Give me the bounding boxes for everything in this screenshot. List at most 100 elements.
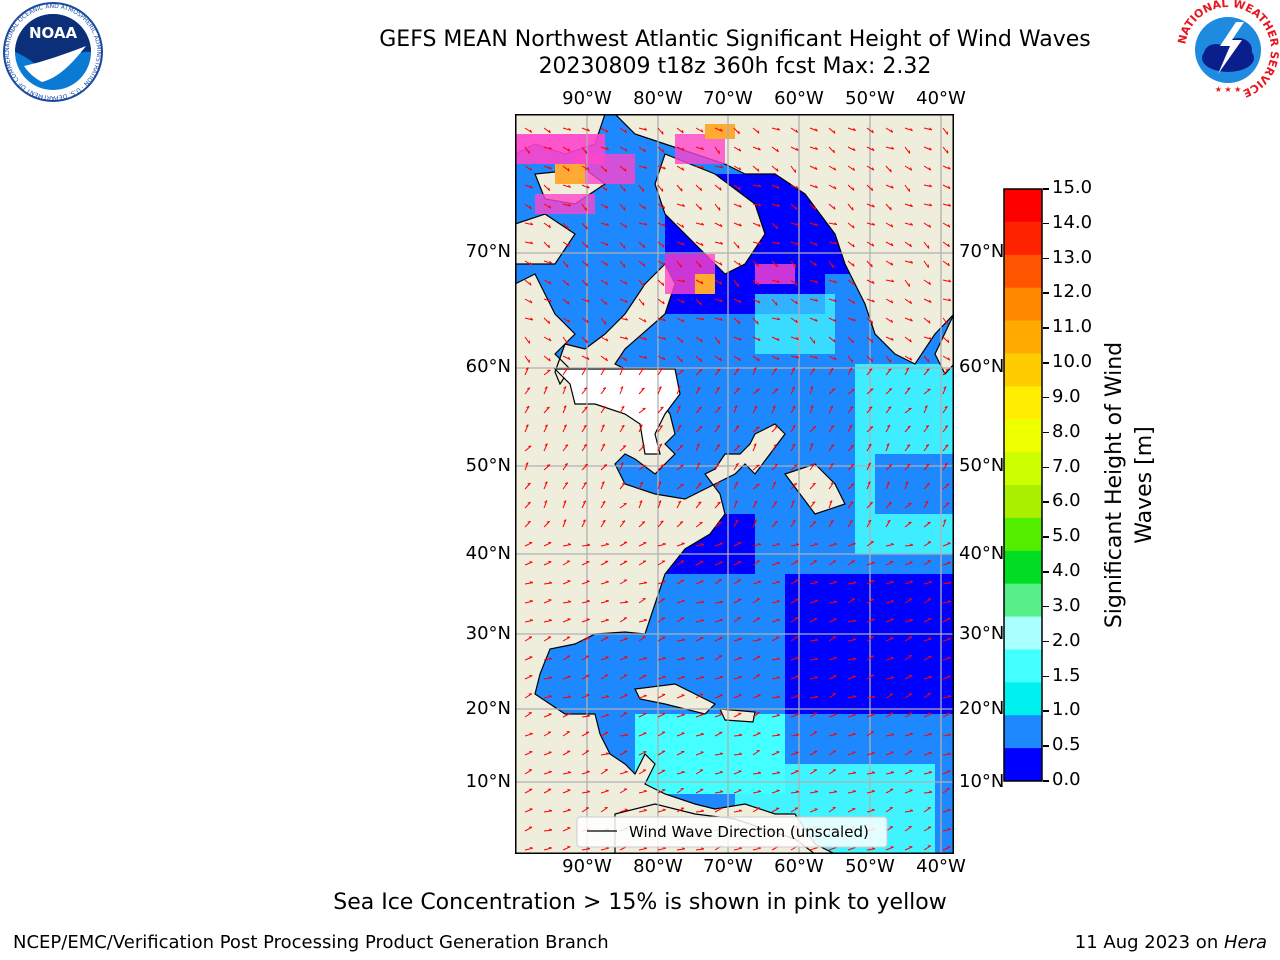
- wave-direction-arrow: [581, 298, 590, 303]
- wave-direction-arrow: [809, 521, 817, 528]
- wave-direction-arrow: [942, 165, 951, 170]
- map-canvas: Wind Wave Direction (unscaled): [515, 114, 954, 854]
- wave-direction-arrow: [657, 336, 666, 340]
- colorbar-tick-mark: [1043, 188, 1049, 190]
- wave-direction-arrow: [733, 712, 742, 718]
- colorbar-tick-label: 11.0: [1052, 316, 1093, 338]
- wave-direction-arrow: [809, 808, 818, 813]
- legend-label: Wind Wave Direction (unscaled): [629, 823, 869, 841]
- wave-direction-arrowhead: [624, 207, 626, 211]
- wave-direction-arrowhead: [700, 187, 703, 191]
- wave-direction-arrow: [543, 636, 552, 642]
- wave-direction-arrow: [562, 827, 571, 832]
- wave-direction-arrowhead: [738, 809, 743, 812]
- wave-direction-arrow: [942, 241, 950, 248]
- wave-direction-arrow: [524, 482, 531, 490]
- wave-direction-arrowhead: [833, 206, 836, 210]
- wave-direction-arrow: [657, 184, 664, 192]
- wave-direction-arrow: [904, 387, 911, 395]
- wave-direction-arrow: [752, 847, 761, 851]
- wave-direction-arrow: [619, 482, 626, 490]
- wave-direction-arrow: [923, 368, 930, 376]
- wave-direction-arrow: [923, 127, 932, 131]
- lon-label-bottom-3: 60°W: [774, 856, 824, 877]
- wave-direction-arrowhead: [586, 714, 591, 717]
- wave-direction-arrow: [676, 336, 684, 343]
- wave-direction-arrow: [733, 694, 742, 699]
- wave-direction-arrow: [847, 406, 854, 414]
- wave-direction-arrow: [923, 791, 933, 794]
- wave-direction-arrowhead: [701, 222, 705, 226]
- wave-direction-arrow: [828, 298, 837, 303]
- wave-direction-arrow: [600, 500, 606, 509]
- wave-direction-arrow: [866, 406, 873, 414]
- wave-direction-arrowhead: [679, 445, 683, 447]
- wave-direction-arrow: [581, 355, 590, 361]
- wave-direction-arrow: [904, 241, 912, 248]
- wave-direction-arrow: [695, 279, 704, 285]
- wave-direction-arrow: [695, 443, 700, 452]
- wave-direction-arrowhead: [737, 245, 740, 249]
- wave-direction-arrow: [543, 521, 551, 528]
- wave-direction-arrowhead: [736, 425, 740, 428]
- wave-direction-arrow: [695, 637, 704, 642]
- wave-direction-arrow: [714, 355, 722, 362]
- wave-direction-arrow: [923, 581, 932, 585]
- wave-direction-arrowhead: [734, 405, 738, 408]
- wave-direction-arrowhead: [583, 424, 587, 428]
- wave-direction-arrow: [809, 501, 816, 509]
- wave-direction-arrowhead: [529, 581, 534, 584]
- wave-direction-arrow: [524, 424, 529, 433]
- wave-direction-arrow: [847, 279, 855, 286]
- wave-direction-arrowhead: [944, 425, 949, 428]
- wave-direction-arrowhead: [699, 426, 703, 428]
- wave-direction-arrow: [695, 810, 704, 813]
- wave-direction-arrowhead: [605, 357, 608, 362]
- wave-direction-arrow: [581, 618, 590, 623]
- wave-direction-arrow: [524, 542, 533, 547]
- wave-direction-arrow: [866, 298, 875, 303]
- wave-direction-arrow: [885, 298, 894, 304]
- wave-direction-arrow: [695, 426, 703, 433]
- wave-direction-arrow: [942, 788, 950, 794]
- wave-direction-arrow: [885, 203, 892, 211]
- wave-direction-arrowhead: [701, 600, 705, 603]
- wave-direction-arrow: [752, 543, 761, 547]
- wave-direction-arrowhead: [795, 790, 800, 793]
- wave-direction-arrowhead: [773, 481, 777, 485]
- wave-direction-arrow: [866, 848, 875, 851]
- wave-direction-arrow: [657, 222, 666, 227]
- wave-direction-arrowhead: [699, 264, 702, 268]
- wave-direction-arrowhead: [526, 387, 531, 390]
- wave-direction-arrowhead: [548, 619, 552, 621]
- wave-direction-arrowhead: [929, 790, 933, 793]
- wave-direction-arrow: [524, 279, 532, 286]
- wave-direction-arrowhead: [758, 241, 762, 245]
- wave-direction-arrow: [638, 445, 646, 452]
- wave-direction-arrow: [771, 734, 781, 737]
- wave-direction-arrow: [619, 298, 628, 303]
- wave-direction-arrow: [543, 561, 552, 566]
- wave-direction-arrow: [904, 521, 912, 528]
- wave-direction-arrowhead: [852, 695, 857, 697]
- wave-direction-arrowhead: [699, 369, 703, 371]
- wave-direction-arrowhead: [776, 542, 780, 545]
- wave-direction-arrowhead: [605, 281, 609, 285]
- wave-direction-arrow: [828, 733, 837, 737]
- wave-direction-arrowhead: [548, 676, 553, 679]
- wave-direction-arrowhead: [643, 206, 646, 210]
- wave-direction-arrow: [771, 146, 779, 153]
- wave-direction-arrow: [752, 317, 759, 325]
- wave-direction-arrowhead: [776, 695, 781, 698]
- wave-direction-arrow: [657, 560, 666, 566]
- wave-direction-arrow: [581, 203, 587, 211]
- wave-direction-arrowhead: [947, 357, 951, 361]
- wave-direction-arrow: [942, 638, 951, 642]
- wave-direction-arrowhead: [928, 637, 932, 640]
- wave-direction-arrow: [866, 368, 873, 376]
- wave-direction-arrowhead: [852, 790, 856, 792]
- wave-direction-arrow: [600, 619, 609, 623]
- wave-direction-arrow: [543, 731, 552, 737]
- wave-direction-arrow: [714, 731, 723, 737]
- wave-direction-arrowhead: [735, 462, 739, 466]
